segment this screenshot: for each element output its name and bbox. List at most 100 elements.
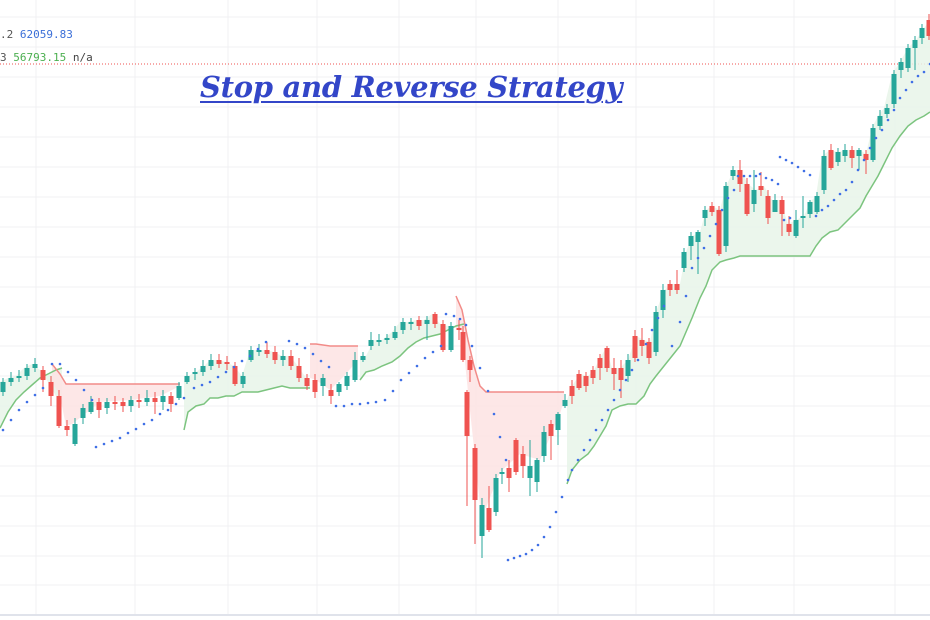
sar-dot: [714, 222, 718, 226]
candle-body: [674, 284, 680, 290]
candle-body: [793, 220, 799, 236]
candle-up: [336, 382, 342, 396]
sar-dot: [656, 316, 660, 320]
candle-down: [432, 312, 438, 328]
sar-dot: [600, 418, 604, 422]
candle-body: [200, 366, 206, 372]
sar-dot: [874, 136, 878, 140]
sar-dot: [174, 402, 178, 406]
sar-dot: [192, 386, 196, 390]
sar-dot: [838, 192, 842, 196]
sar-dot: [758, 172, 762, 176]
candle-body: [590, 370, 596, 378]
candle-down: [590, 366, 596, 384]
sar-dot: [102, 442, 106, 446]
candle-body: [660, 290, 666, 310]
candle-up: [400, 318, 406, 334]
candle-body: [807, 202, 813, 214]
sar-dot: [630, 368, 634, 372]
sar-dot: [542, 535, 546, 539]
candle-body: [48, 382, 54, 396]
sar-dot: [650, 328, 654, 332]
candle-down: [583, 372, 589, 392]
short-stop-line: [310, 343, 358, 347]
candle-up: [424, 316, 430, 340]
candle-body: [280, 356, 286, 360]
candle-body: [40, 370, 46, 380]
candle-body: [744, 184, 750, 214]
sar-dot: [256, 347, 260, 351]
candle-up: [24, 364, 30, 380]
candle-body: [493, 478, 499, 512]
candle-body: [296, 366, 302, 378]
sar-dot: [208, 380, 212, 384]
sar-dot: [50, 362, 54, 366]
candle-body: [849, 150, 855, 158]
sar-dot: [708, 234, 712, 238]
candle-down: [548, 420, 554, 460]
sar-dot: [216, 375, 220, 379]
candle-body: [160, 396, 166, 402]
candle-up: [877, 110, 883, 130]
sar-dot: [832, 198, 836, 202]
candle-body: [384, 338, 390, 340]
candle-body: [639, 340, 645, 346]
candle-body: [653, 312, 659, 352]
sar-dot: [518, 554, 522, 558]
sar-dot: [512, 556, 516, 560]
sar-dot: [470, 344, 474, 348]
sar-dot: [662, 304, 666, 308]
candle-down: [456, 320, 462, 340]
candle-body: [681, 252, 687, 268]
candle-down: [604, 346, 610, 372]
sar-dot: [407, 371, 411, 375]
candle-up: [681, 248, 687, 272]
candle-body: [863, 154, 869, 160]
candle-down: [513, 438, 519, 475]
sar-dot: [110, 439, 114, 443]
candle-up: [128, 396, 134, 412]
candle-up: [793, 210, 799, 238]
candle-up: [176, 382, 182, 400]
candle-up: [800, 196, 806, 228]
candle-body: [632, 336, 638, 358]
candle-down: [472, 444, 478, 544]
candle-body: [604, 348, 610, 368]
candle-body: [541, 432, 547, 456]
sar-dot: [904, 88, 908, 92]
candle-up: [352, 352, 358, 382]
candle-body: [758, 186, 764, 190]
candle-up: [723, 182, 729, 252]
sar-dot: [678, 320, 682, 324]
candle-down: [597, 354, 603, 380]
candle-up: [320, 374, 326, 396]
candle-up: [248, 346, 254, 362]
candle-body: [520, 454, 526, 466]
stop-lines: [0, 111, 930, 485]
candle-body: [168, 396, 174, 404]
candle-body: [828, 150, 834, 168]
sar-dot: [844, 188, 848, 192]
candle-body: [709, 206, 715, 212]
candle-down: [467, 356, 473, 382]
candle-body: [884, 108, 890, 114]
sar-dot: [536, 543, 540, 547]
candle-up: [821, 150, 827, 194]
candle-body: [555, 414, 561, 430]
candle-body: [779, 200, 785, 214]
candle-body: [667, 284, 673, 290]
candle-up: [499, 468, 505, 484]
candle-body: [360, 356, 366, 360]
candle-body: [448, 326, 454, 350]
sar-dot: [1, 428, 5, 432]
sar-dot: [492, 412, 496, 416]
legend-row-2: 3 56793.15 n/a: [0, 51, 93, 64]
sar-dot: [464, 323, 468, 327]
candle-body: [926, 20, 930, 36]
candle-body: [368, 340, 374, 346]
sar-dot: [118, 436, 122, 440]
sar-dot: [444, 312, 448, 316]
candle-body: [912, 40, 918, 48]
candle-body: [723, 186, 729, 246]
